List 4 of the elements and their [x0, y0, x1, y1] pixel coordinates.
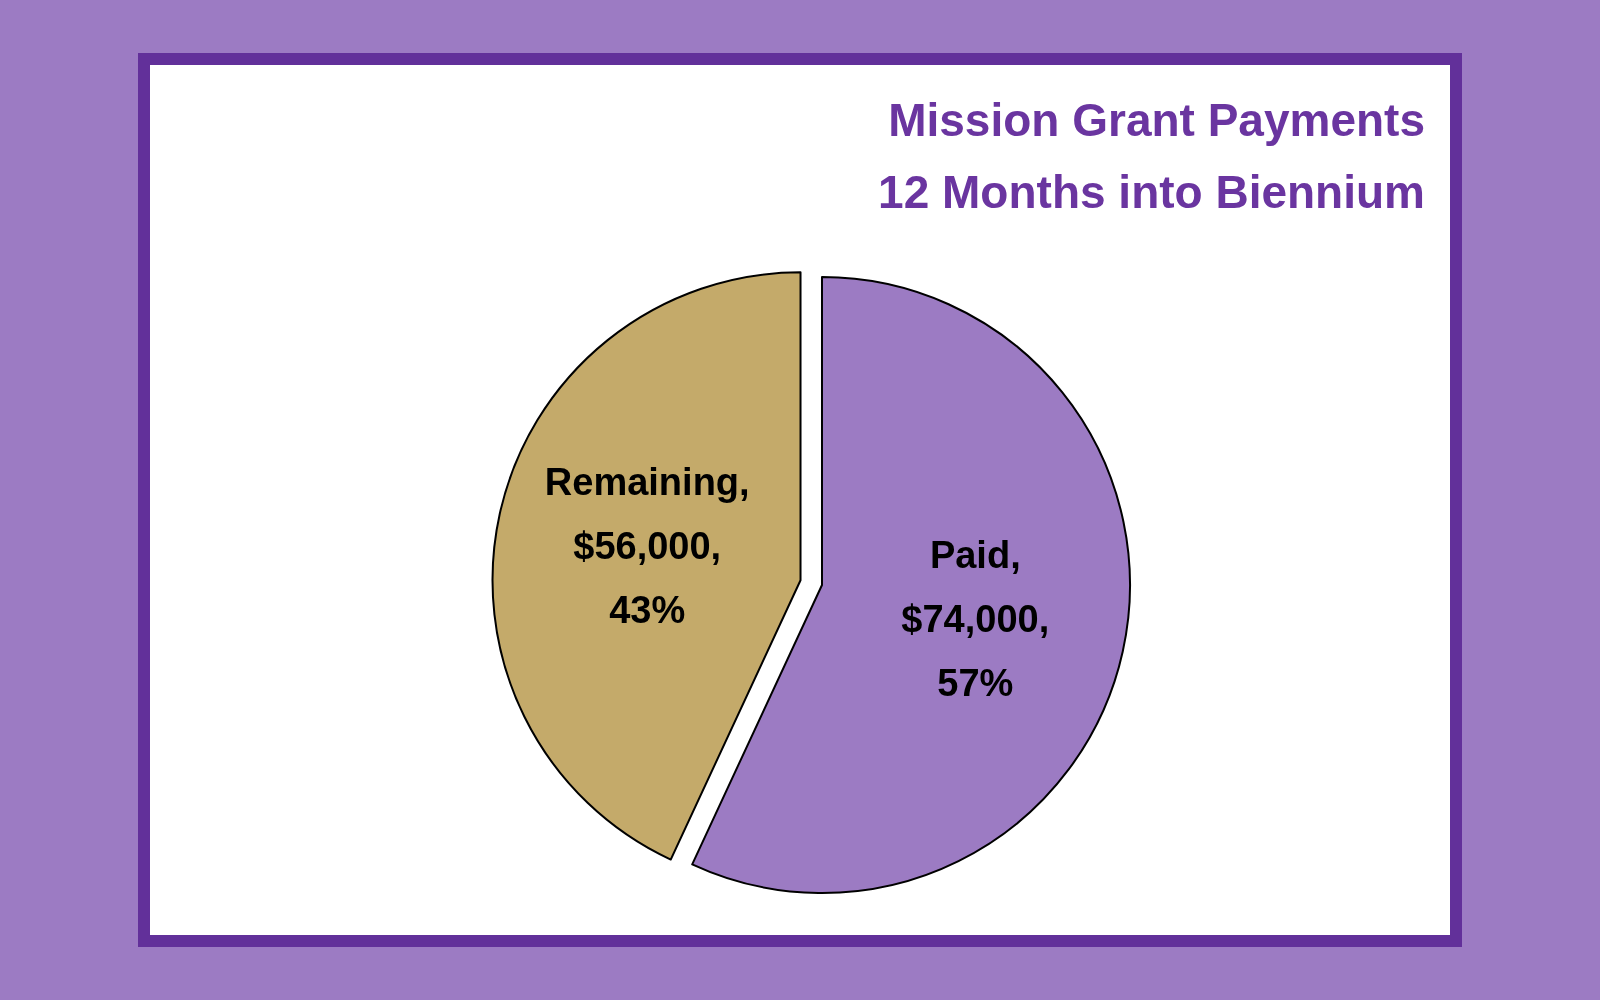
chart-title: Mission Grant Payments — [888, 94, 1425, 146]
slice-label: Remaining, $56,000, 43% — [544, 461, 750, 632]
chart-subtitle: 12 Months into Biennium — [878, 166, 1425, 218]
slice-label: Paid, $74,000, 57% — [901, 533, 1050, 704]
